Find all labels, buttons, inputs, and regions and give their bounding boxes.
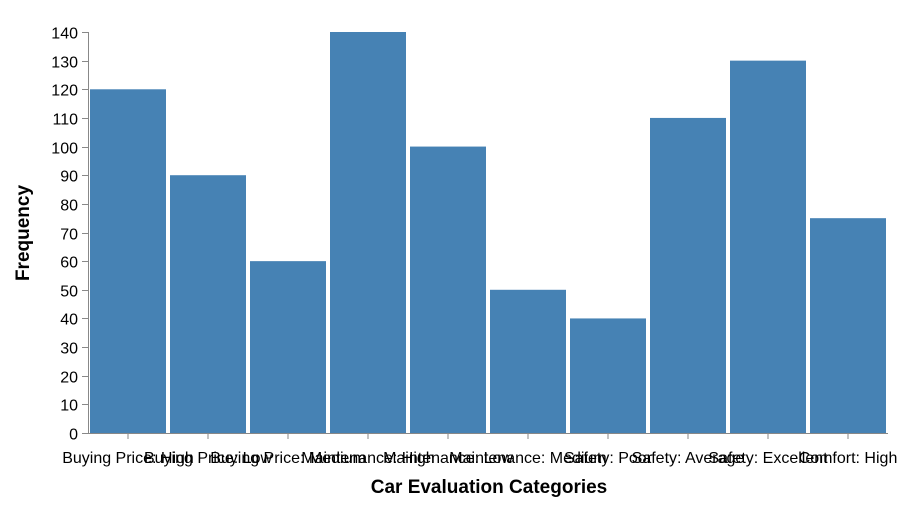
y-tick-label: 60 — [60, 255, 78, 272]
y-axis: 0 10 20 30 40 50 60 70 80 90 100 110 120 130 140 — [51, 26, 89, 444]
y-tick-label: 20 — [60, 370, 78, 387]
y-tick-label: 100 — [51, 141, 78, 158]
bar — [810, 218, 886, 433]
x-tick-label: Buying Price: Medium — [210, 450, 366, 467]
bars — [90, 32, 886, 434]
y-axis-title: Frequency — [13, 185, 34, 282]
x-tick-label: Maintenance: Low — [383, 450, 513, 467]
x-tick-label: Buying Price: High — [62, 450, 194, 467]
x-tick-label: Maintenance: High — [301, 450, 434, 467]
bar — [730, 60, 806, 433]
x-axis-title: Car Evaluation Categories — [371, 477, 608, 498]
y-tick-label: 40 — [60, 312, 78, 329]
y-tick-label: 120 — [51, 83, 78, 100]
x-tick-label: Comfort: High — [799, 450, 898, 467]
y-tick-label: 0 — [69, 427, 78, 444]
bar — [490, 289, 566, 433]
x-tick-label: Buying Price: Low — [144, 450, 273, 467]
y-tick-label: 50 — [60, 284, 78, 301]
bar — [170, 175, 246, 433]
y-tick-label: 70 — [60, 227, 78, 244]
bar — [570, 318, 646, 433]
y-tick-label: 110 — [52, 112, 78, 129]
x-tick-label: Safety: Poor — [564, 450, 653, 467]
bar — [650, 117, 726, 434]
y-tick-label: 140 — [51, 26, 78, 43]
y-tick-label: 90 — [60, 169, 78, 186]
y-tick-label: 10 — [60, 398, 78, 415]
bar — [250, 261, 326, 433]
x-tick-label: Maintenance: Medium — [449, 450, 606, 467]
y-tick-label: 30 — [60, 341, 78, 358]
bar — [330, 32, 406, 433]
y-tick-label: 80 — [60, 198, 78, 215]
y-tick-label: 130 — [51, 55, 78, 72]
bar — [410, 146, 486, 433]
x-tick-label: Safety: Excellent — [708, 450, 828, 467]
x-tick-label: Safety: Average — [632, 450, 745, 467]
bar — [90, 89, 166, 433]
